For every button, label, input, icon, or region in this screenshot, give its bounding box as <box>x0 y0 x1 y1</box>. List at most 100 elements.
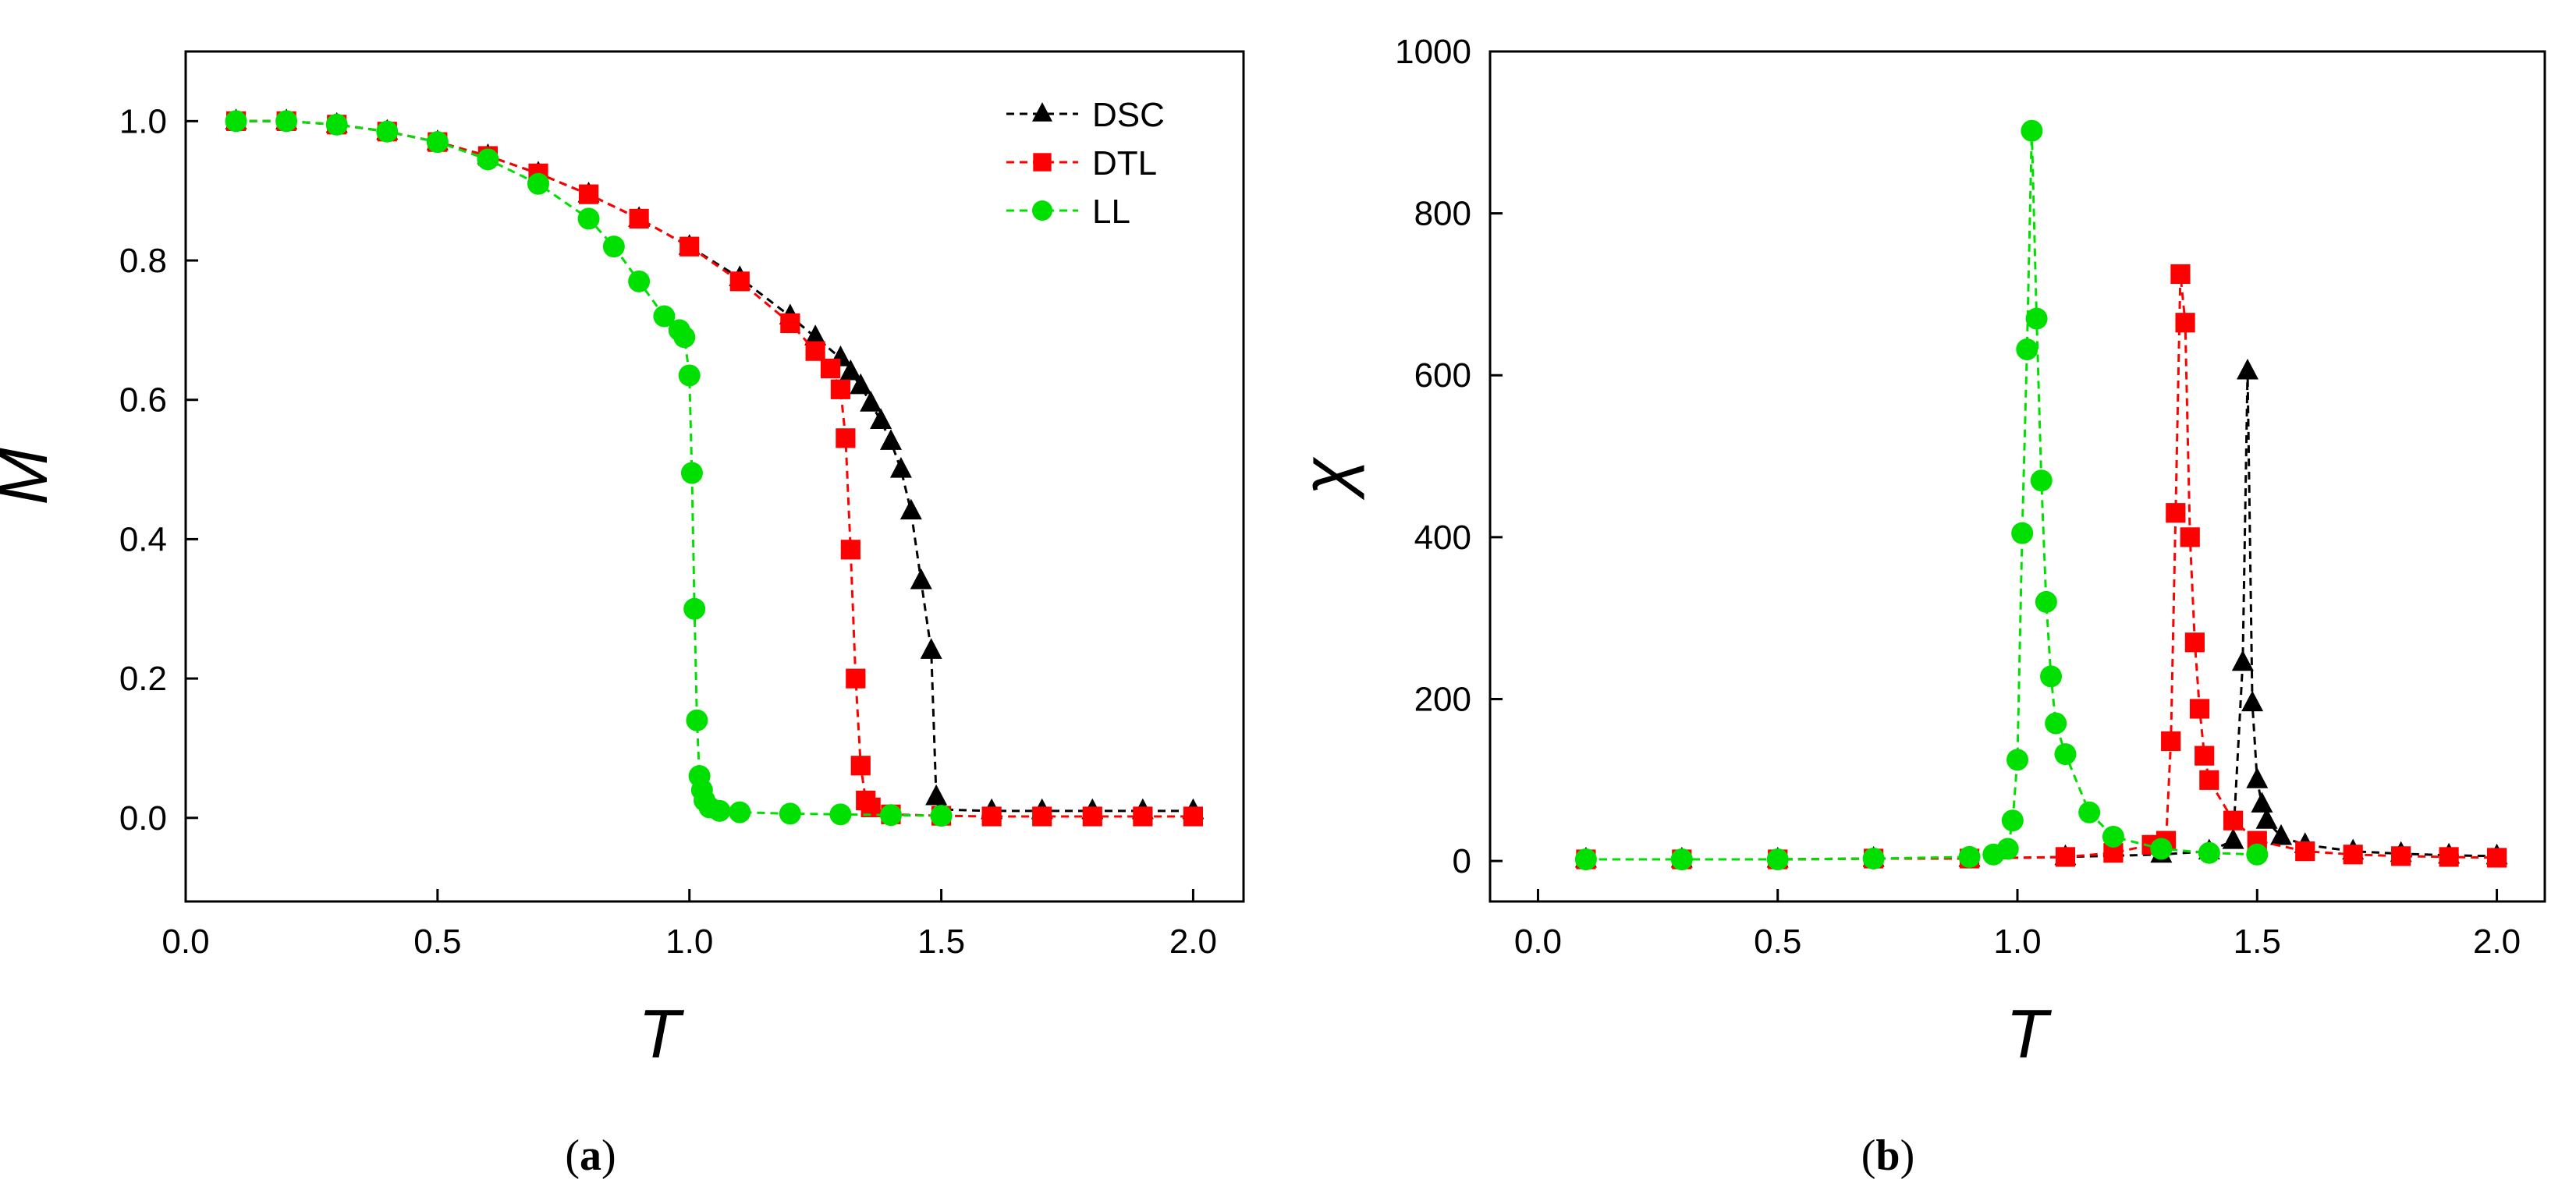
data-point-ll <box>678 364 701 387</box>
data-point-dtl <box>805 341 825 361</box>
series-dtl <box>1576 264 2507 869</box>
data-point-dtl <box>2195 746 2215 766</box>
panel-b-susceptibility-chart: 0.0 0.5 1.0 1.5 2.0 0 200 400 600 800 1000 T χ (b) <box>1287 33 2546 1180</box>
data-point-dsc <box>860 391 882 412</box>
data-point-dsc <box>920 638 942 659</box>
panel-b-axes: 0.0 0.5 1.0 1.5 2.0 0 200 400 600 800 1000 <box>1395 33 2521 961</box>
data-point-ll <box>2078 801 2101 823</box>
x-tick-label: 2.0 <box>2473 923 2521 961</box>
data-point-ll <box>2150 838 2173 860</box>
y-tick-label: 0.8 <box>119 242 167 280</box>
data-point-ll <box>680 462 703 484</box>
legend-item-ll: LL <box>1006 193 1130 231</box>
data-point-dtl <box>1082 806 1102 827</box>
panel-b-caption-letter: b <box>1875 1132 1900 1180</box>
panel-b-caption: (b) <box>1861 1132 1914 1180</box>
data-point-ll <box>1862 847 1885 869</box>
data-point-ll <box>829 803 852 826</box>
series-line-ll <box>1585 130 2258 861</box>
data-point-ll <box>1958 845 1981 868</box>
y-tick-label: 0.0 <box>119 799 167 838</box>
data-point-dtl <box>2391 846 2411 866</box>
panel-a-magnetization-chart: 0.0 0.5 1.0 1.5 2.0 0.0 0.2 0.4 0.6 0.8 1.0 T M DS… <box>0 50 1245 1180</box>
data-point-ll <box>1574 848 1597 871</box>
data-point-dtl <box>1032 806 1052 827</box>
series-line-dtl <box>236 119 1194 818</box>
data-point-ll <box>2001 809 2024 832</box>
data-point-dsc <box>2231 650 2254 671</box>
data-point-ll <box>779 802 801 825</box>
data-point-ll <box>426 131 449 154</box>
data-point-dtl <box>2223 810 2244 831</box>
data-point-dtl <box>2175 313 2195 333</box>
data-point-ll <box>628 270 651 292</box>
data-point-ll <box>683 597 706 620</box>
y-tick-label: 800 <box>1414 195 1471 233</box>
y-tick-label: 0.2 <box>119 660 167 698</box>
data-point-ll <box>477 148 499 171</box>
data-point-ll <box>275 110 298 133</box>
x-tick-label: 1.5 <box>2234 923 2281 961</box>
data-point-dsc <box>2251 792 2273 813</box>
data-point-dtl <box>830 379 851 399</box>
data-point-dtl <box>729 271 750 292</box>
data-point-ll <box>2030 469 2053 492</box>
data-point-dtl <box>2295 841 2315 862</box>
data-point-ll <box>2102 825 2124 848</box>
panel-b-caption-open: ( <box>1861 1132 1876 1180</box>
panel-a-y-axis-title: M <box>0 448 62 505</box>
data-point-ll <box>1766 848 1789 871</box>
data-point-dtl <box>1133 806 1153 827</box>
y-tick-label: 400 <box>1414 519 1471 557</box>
panel-a-data-marks <box>225 108 1205 827</box>
series-line-dsc <box>236 119 1194 813</box>
data-point-dtl <box>780 313 800 334</box>
data-point-ll <box>2040 665 2063 688</box>
data-point-dtl <box>578 184 599 204</box>
series-dtl <box>225 111 1204 827</box>
data-point-dsc <box>899 498 922 520</box>
data-point-ll <box>653 305 676 328</box>
data-point-ll <box>729 801 751 823</box>
data-point-dsc <box>910 568 932 590</box>
data-point-dtl <box>2439 847 2459 867</box>
x-tick-label: 0.5 <box>413 923 461 961</box>
x-tick-label: 1.0 <box>665 923 713 961</box>
data-point-ll <box>1670 848 1693 871</box>
panel-a-caption: (a) <box>565 1132 616 1180</box>
y-tick-label: 0.6 <box>119 381 167 420</box>
legend-item-dsc: DSC <box>1006 96 1165 134</box>
data-point-dtl <box>679 236 700 257</box>
data-point-dtl <box>2189 699 2210 719</box>
data-point-dtl <box>2055 847 2076 867</box>
data-point-dtl <box>820 358 841 379</box>
data-point-dsc <box>880 429 902 450</box>
data-point-ll <box>325 113 348 136</box>
data-point-dsc <box>804 324 827 345</box>
data-point-dtl <box>846 668 866 689</box>
y-tick-label: 0 <box>1453 842 1471 880</box>
data-point-ll <box>708 799 731 822</box>
data-point-ll <box>930 805 953 827</box>
data-point-dtl <box>2166 503 2186 523</box>
data-point-ll <box>527 172 549 195</box>
data-point-ll <box>2025 307 2048 330</box>
series-ll <box>1574 119 2269 871</box>
data-point-ll <box>577 207 600 230</box>
data-point-ll <box>686 709 708 731</box>
data-point-ll <box>2198 841 2220 864</box>
data-point-dtl <box>2170 264 2191 285</box>
data-point-dtl <box>850 756 871 776</box>
data-point-dtl <box>840 540 860 560</box>
x-tick-label: 0.0 <box>161 923 209 961</box>
x-tick-label: 2.0 <box>1169 923 1217 961</box>
x-tick-label: 0.0 <box>1514 923 1562 961</box>
legend-label: DSC <box>1092 96 1165 134</box>
y-tick-label: 0.4 <box>119 520 167 558</box>
panel-b-plot-frame <box>1488 50 2546 903</box>
y-tick-label: 600 <box>1414 356 1471 395</box>
data-point-ll <box>880 804 902 827</box>
panel-b-y-axis-title: χ <box>1287 456 1364 501</box>
data-point-ll <box>2011 522 2034 544</box>
legend-marker-dtl <box>1033 153 1052 172</box>
